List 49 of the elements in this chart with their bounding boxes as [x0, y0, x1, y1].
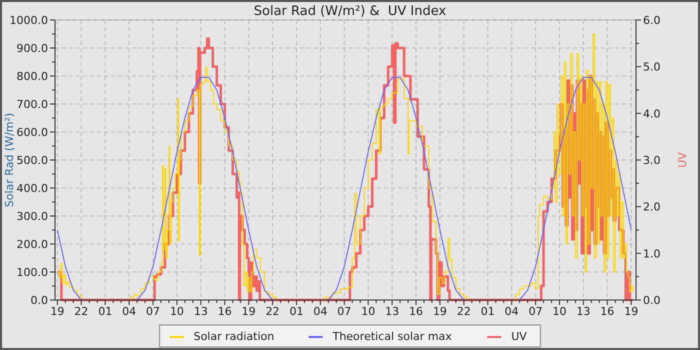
x-tick-label: 13	[576, 305, 590, 318]
x-tick-label: 01	[289, 305, 304, 318]
x-tick-label: 13	[385, 305, 400, 318]
y2-tick-label: 0.0	[643, 294, 660, 307]
x-tick-label: 19	[624, 305, 638, 318]
legend-label: UV	[511, 330, 528, 343]
x-tick-label: 22	[74, 305, 88, 318]
legend-label: Solar radiation	[194, 330, 274, 343]
y-tick-label: 300.0	[16, 210, 48, 223]
y-tick-label: 500.0	[16, 154, 48, 167]
x-tick-label: 04	[313, 305, 328, 318]
y2-axis-title: UV	[676, 152, 689, 168]
x-tick-label: 19	[242, 305, 256, 318]
x-tick-label: 10	[361, 305, 376, 318]
y2-tick-label: 6.0	[643, 14, 660, 27]
x-tick-label: 10	[552, 305, 566, 318]
y-tick-label: 700.0	[16, 98, 48, 111]
y-tick-label: 0.0	[30, 294, 48, 307]
y-tick-label: 600.0	[16, 126, 48, 139]
y-tick-label: 900.0	[16, 42, 48, 55]
y-tick-label: 100.0	[16, 266, 48, 279]
x-tick-label: 13	[194, 305, 208, 318]
x-tick-label: 10	[170, 305, 184, 318]
x-tick-label: 07	[146, 305, 160, 318]
x-tick-label: 07	[528, 305, 543, 318]
x-tick-label: 16	[600, 305, 614, 318]
x-tick-label: 22	[266, 305, 280, 318]
y-axis-title: Solar Rad (W/m²)	[3, 112, 16, 208]
x-tick-label: 19	[50, 305, 64, 318]
y-tick-label: 200.0	[16, 238, 48, 251]
y-tick-label: 400.0	[16, 182, 48, 195]
y2-tick-label: 2.0	[643, 200, 660, 214]
y2-tick-label: 3.0	[643, 154, 660, 167]
y2-tick-label: 4.0	[643, 107, 660, 120]
x-tick-label: 04	[122, 305, 136, 318]
x-tick-label: 01	[98, 305, 112, 318]
legend-label: Theoretical solar max	[332, 330, 452, 343]
y2-tick-label: 5.0	[643, 60, 660, 74]
x-tick-label: 16	[409, 305, 424, 318]
y-tick-label: 800.0	[16, 70, 48, 83]
y-tick-label: 1000.0	[10, 14, 48, 27]
x-tick-label: 01	[480, 305, 495, 318]
x-tick-label: 19	[432, 305, 447, 318]
x-tick-label: 07	[337, 305, 352, 318]
chart-title: Solar Rad (W/m²) & UV Index	[254, 4, 447, 19]
x-tick-label: 04	[504, 305, 519, 318]
x-tick-label: 16	[218, 305, 232, 318]
x-tick-label: 22	[456, 305, 471, 318]
y2-tick-label: 1.0	[643, 247, 660, 260]
